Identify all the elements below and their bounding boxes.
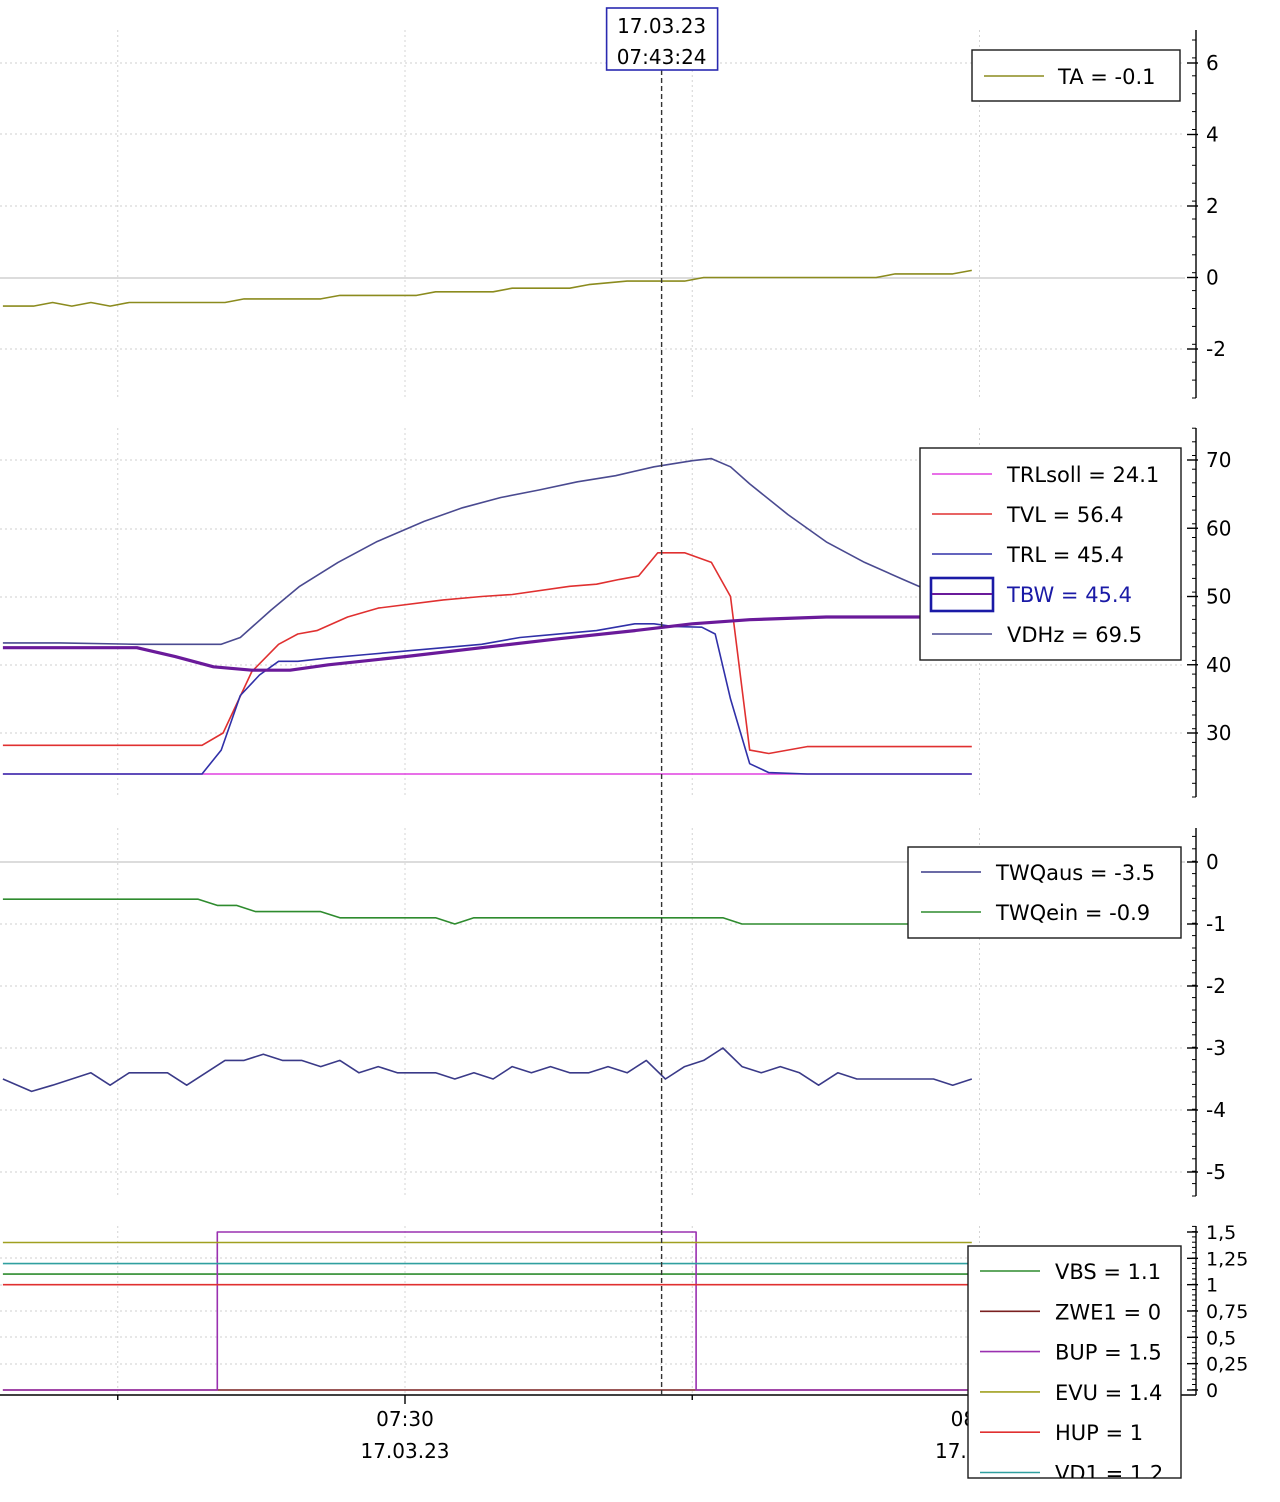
y-tick-label: 30 — [1206, 721, 1231, 745]
legend-selection-box — [929, 576, 995, 613]
legend-entry[interactable]: TWQaus = -3.5 — [995, 861, 1155, 885]
y-tick-label: 6 — [1206, 51, 1219, 75]
legend-entry[interactable]: TRL = 45.4 — [1006, 543, 1124, 567]
legend-entry[interactable]: VD1 = 1.2 — [1055, 1462, 1163, 1486]
y-tick-label: 0 — [1206, 1380, 1218, 1402]
legend-box — [967, 1245, 1182, 1479]
legend-entry[interactable]: BUP = 1.5 — [1055, 1341, 1162, 1365]
legend-entry[interactable]: HUP = 1 — [1055, 1421, 1143, 1445]
series-line[interactable] — [2, 898, 972, 925]
cursor-label-box — [605, 7, 719, 71]
y-tick-label: 0,25 — [1206, 1354, 1248, 1376]
y-tick-label: -4 — [1206, 1098, 1226, 1122]
legend-entries: TA = -0.1 — [984, 65, 1155, 89]
legend-entry[interactable]: TA = -0.1 — [1057, 65, 1155, 89]
legend-entry[interactable]: TVL = 56.4 — [1006, 503, 1124, 527]
legend-entries: VBS = 1.1 ZWE1 = 0 BUP = 1.5 EVU = 1.4 HUP =… — [980, 1260, 1163, 1486]
series-line[interactable] — [2, 551, 972, 755]
y-tick-label: -2 — [1206, 974, 1226, 998]
cursor-date: 17.03.23 — [617, 14, 706, 38]
y-tick-label: 0,75 — [1206, 1301, 1248, 1323]
series-line[interactable] — [2, 1231, 972, 1391]
y-tick-label: 70 — [1206, 448, 1231, 472]
y-tick-label: -5 — [1206, 1160, 1226, 1184]
y-tick-label: 1,5 — [1206, 1222, 1236, 1244]
series-line[interactable] — [2, 269, 972, 307]
y-tick-label: 0,5 — [1206, 1327, 1236, 1349]
y-tick-label: 1,25 — [1206, 1248, 1248, 1270]
y-tick-label: 50 — [1206, 585, 1231, 609]
legend-entry[interactable]: TBW = 45.4 — [1006, 583, 1132, 607]
y-tick-label: 2 — [1206, 194, 1219, 218]
y-tick-label: 60 — [1206, 516, 1231, 540]
legend-entries: TWQaus = -3.5 TWQein = -0.9 — [921, 861, 1155, 925]
y-tick-label: 0 — [1206, 850, 1219, 874]
legend-entry[interactable]: VBS = 1.1 — [1055, 1260, 1161, 1284]
legend-entry[interactable]: VDHz = 69.5 — [1007, 623, 1142, 647]
legend-entry[interactable]: ZWE1 = 0 — [1055, 1300, 1161, 1324]
x-tick-date: 17.03.23 — [360, 1439, 449, 1463]
series-line[interactable] — [2, 622, 972, 775]
series-line[interactable] — [2, 1047, 973, 1093]
y-tick-label: -1 — [1206, 912, 1226, 936]
cursor-time: 07:43:24 — [617, 45, 707, 69]
legend-box — [907, 846, 1182, 939]
y-tick-label: 40 — [1206, 653, 1231, 677]
y-tick-label: 1 — [1206, 1275, 1218, 1297]
y-tick-label: 4 — [1206, 123, 1219, 147]
y-tick-label: -2 — [1206, 337, 1226, 361]
y-tick-label: -3 — [1206, 1036, 1226, 1060]
legend-entry[interactable]: TWQein = -0.9 — [995, 901, 1150, 925]
legend-entry[interactable]: TRLsoll = 24.1 — [1006, 463, 1159, 487]
y-tick-label: 0 — [1206, 266, 1219, 290]
legend-entries: TRLsoll = 24.1 TVL = 56.4 TRL = 45.4 TBW = … — [929, 463, 1159, 647]
x-tick-time: 07:30 — [376, 1407, 434, 1431]
legend-entry[interactable]: EVU = 1.4 — [1055, 1381, 1162, 1405]
series-line[interactable] — [2, 457, 961, 646]
series-line[interactable] — [2, 615, 972, 672]
